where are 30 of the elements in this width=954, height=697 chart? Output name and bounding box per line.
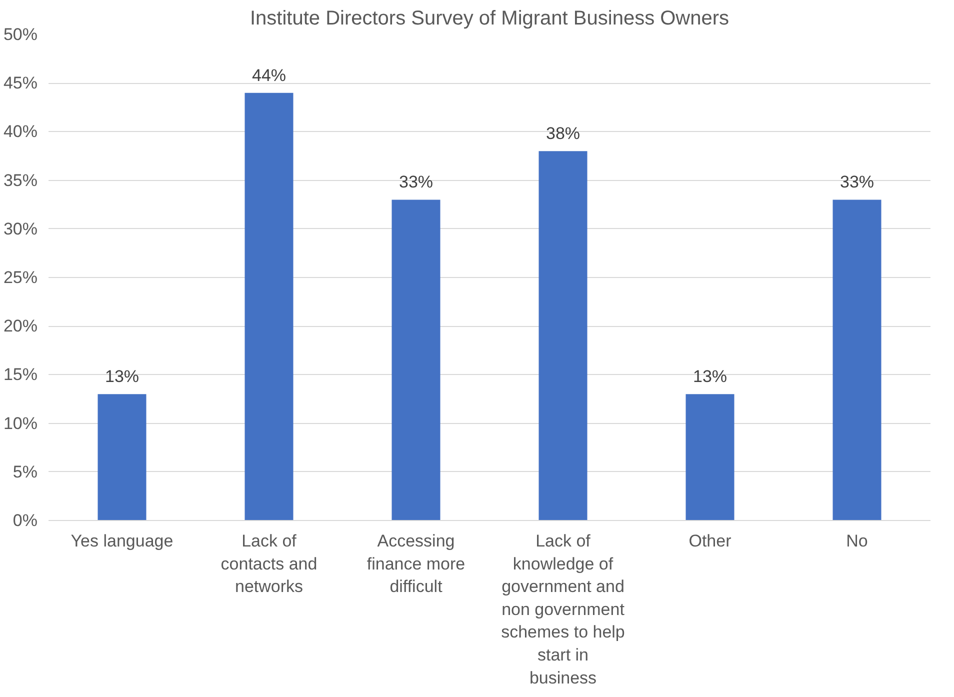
y-tick-label: 5% xyxy=(12,462,38,482)
data-label: 38% xyxy=(546,124,580,144)
bar xyxy=(538,151,588,520)
y-tick-label: 35% xyxy=(3,170,38,190)
data-label: 13% xyxy=(692,367,728,386)
x-tick-label: Other xyxy=(688,532,732,550)
bar xyxy=(244,92,294,520)
y-tick-label: 50% xyxy=(3,25,38,44)
bar xyxy=(686,394,734,520)
bar xyxy=(98,394,146,520)
x-tick-label: No xyxy=(846,532,868,550)
bar xyxy=(392,200,440,520)
data-label: 13% xyxy=(104,367,140,386)
y-tick-label: 20% xyxy=(3,316,38,336)
data-label: 33% xyxy=(398,172,434,192)
y-tick-label: 40% xyxy=(3,122,38,142)
x-tick-label: Accessing finance more difficult xyxy=(366,532,466,596)
chart-title: Institute Directors Survey of Migrant Business Owners xyxy=(250,8,730,30)
y-tick-label: 25% xyxy=(3,268,38,287)
x-tick-label: Lack of contacts and networks xyxy=(220,532,318,596)
x-tick-label: Lack of knowledge of government and non government schemes to help start in business xyxy=(501,532,625,688)
y-tick-label: 0% xyxy=(12,511,38,530)
x-tick-label: Yes language xyxy=(70,532,174,550)
y-tick-label: 45% xyxy=(3,74,38,93)
bar xyxy=(832,200,882,520)
y-tick-label: 10% xyxy=(3,414,38,433)
data-label: 33% xyxy=(840,172,874,192)
data-label: 44% xyxy=(252,66,286,85)
y-tick-label: 30% xyxy=(3,219,38,238)
y-tick-label: 15% xyxy=(3,365,38,384)
